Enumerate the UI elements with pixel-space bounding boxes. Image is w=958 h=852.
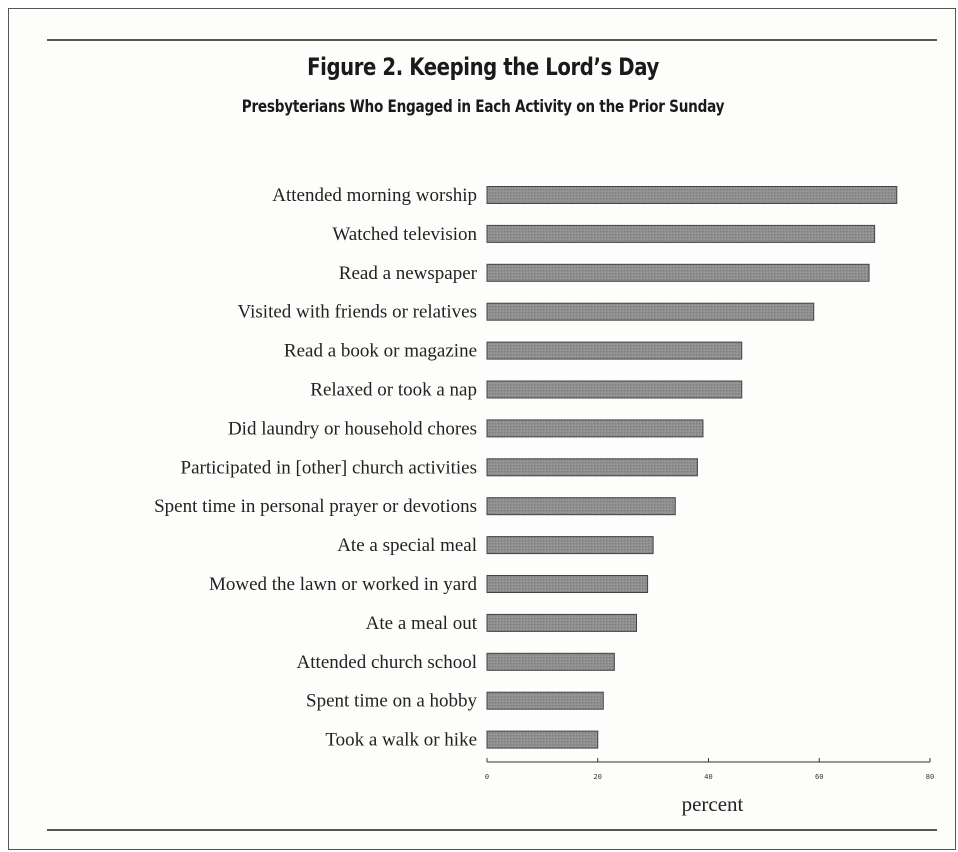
bar	[486, 341, 743, 360]
bar	[486, 263, 870, 282]
bar	[486, 536, 654, 555]
category-label: Participated in [other] church activitie…	[181, 457, 478, 478]
x-axis-title: percent	[682, 792, 744, 816]
category-label: Attended church school	[297, 652, 477, 673]
chart-title: Figure 2. Keeping the Lord’s Day	[307, 53, 659, 81]
category-label: Read a newspaper	[339, 263, 478, 284]
category-label: Took a walk or hike	[325, 730, 477, 751]
top-rule	[47, 39, 937, 41]
figure-frame: Figure 2. Keeping the Lord’s Day Presbyt…	[8, 8, 956, 850]
category-label: Visited with friends or relatives	[238, 302, 477, 323]
category-label: Read a book or magazine	[284, 341, 477, 362]
x-tick-label: 40	[704, 773, 712, 781]
category-label: Attended morning worship	[272, 185, 477, 206]
category-label: Spent time on a hobby	[306, 691, 477, 712]
bar	[486, 652, 615, 671]
category-label: Spent time in personal prayer or devotio…	[154, 496, 477, 517]
category-label: Relaxed or took a nap	[310, 380, 477, 401]
bar	[486, 419, 704, 438]
bars-group	[486, 186, 898, 749]
category-label: Ate a special meal	[337, 535, 477, 556]
category-labels-group: Attended morning worship Watched televisi…	[154, 185, 478, 751]
x-tick-label: 60	[815, 773, 823, 781]
category-label: Mowed the lawn or worked in yard	[209, 574, 478, 595]
category-label: Did laundry or household chores	[228, 418, 477, 439]
bar	[486, 575, 649, 593]
x-tick-label: 80	[926, 773, 934, 781]
bar	[486, 224, 876, 243]
x-tick-label: 0	[485, 773, 489, 781]
bar	[486, 497, 676, 516]
x-tick-label: 20	[594, 773, 602, 781]
bar	[486, 458, 698, 477]
bar	[486, 380, 743, 399]
bottom-rule	[47, 829, 937, 831]
bar	[486, 186, 898, 204]
category-label: Ate a meal out	[366, 613, 478, 634]
category-label: Watched television	[332, 224, 477, 245]
chart-subtitle: Presbyterians Who Engaged in Each Activi…	[241, 97, 725, 117]
bar	[486, 730, 599, 749]
x-axis: 0 20 40 60 80	[485, 758, 934, 781]
bar	[486, 691, 604, 710]
bar	[486, 613, 638, 632]
bar	[486, 302, 815, 321]
